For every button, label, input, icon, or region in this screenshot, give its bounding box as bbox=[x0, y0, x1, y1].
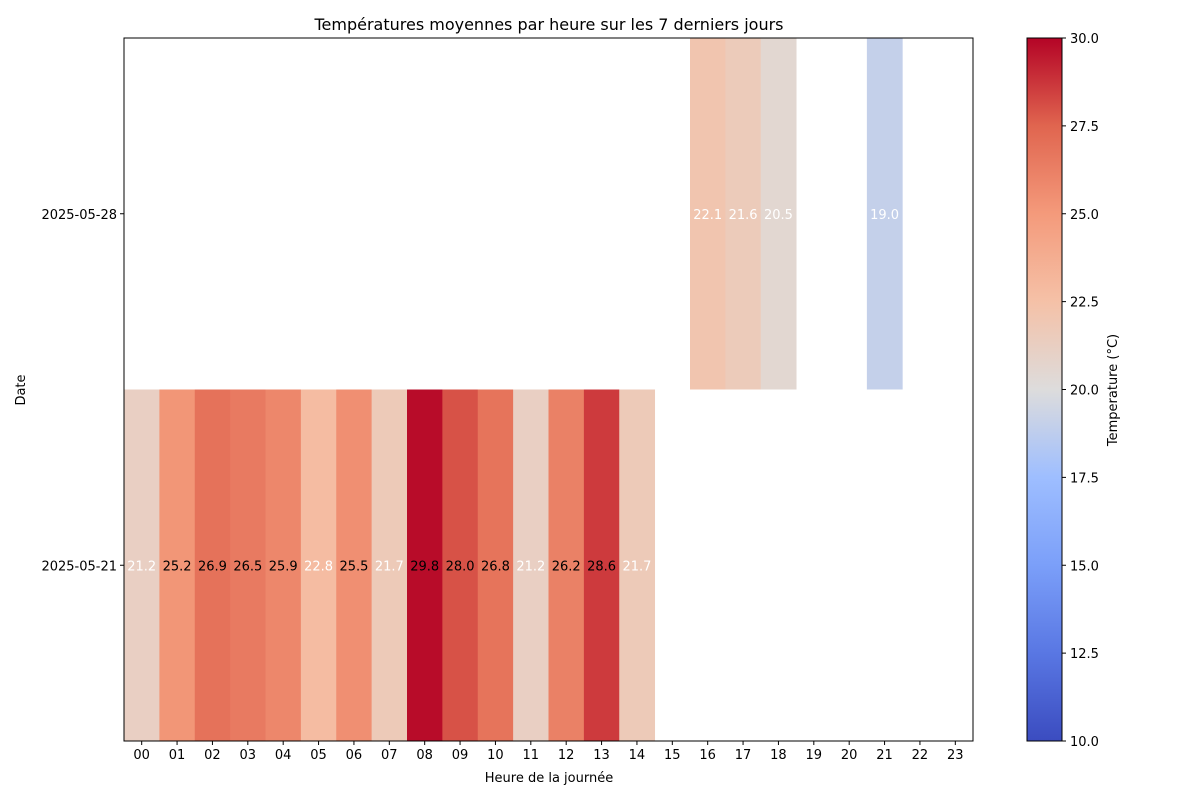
cell-value-label: 25.5 bbox=[339, 559, 368, 574]
cell-value-label: 21.2 bbox=[127, 559, 156, 574]
x-tick-label: 01 bbox=[169, 748, 186, 763]
cell-value-label: 25.9 bbox=[269, 559, 298, 574]
x-tick-label: 11 bbox=[523, 748, 540, 763]
heatmap-cell bbox=[300, 389, 337, 741]
heatmap-cell bbox=[442, 389, 479, 741]
cell-value-label: 26.2 bbox=[552, 559, 581, 574]
heatmap-cell bbox=[159, 389, 196, 741]
heatmap-cell bbox=[124, 389, 160, 741]
cell-value-label: 22.1 bbox=[693, 208, 722, 223]
plot-frame bbox=[123, 37, 974, 742]
x-tick-label: 17 bbox=[735, 748, 752, 763]
heatmap-cell bbox=[265, 389, 302, 741]
x-tick-label: 23 bbox=[947, 748, 964, 763]
heatmap-cells bbox=[124, 38, 903, 741]
colorbar-tick-label: 20.0 bbox=[1070, 384, 1099, 399]
x-tick-label: 18 bbox=[770, 748, 787, 763]
y-tick-label: 2025-05-21 bbox=[41, 559, 117, 574]
cell-value-label: 28.6 bbox=[587, 559, 616, 574]
x-axis-ticks: 00 01 02 03 04 05 06 07 08 09 10 11 12 13 14 15 16 17 18 19… bbox=[133, 741, 964, 763]
x-tick-label: 19 bbox=[806, 748, 823, 763]
cell-value-label: 21.7 bbox=[622, 559, 651, 574]
cell-value-label: 26.9 bbox=[198, 559, 227, 574]
x-tick-label: 02 bbox=[204, 748, 221, 763]
cell-value-label: 20.5 bbox=[764, 208, 793, 223]
cell-value-label: 26.8 bbox=[481, 559, 510, 574]
cell-value-label: 21.6 bbox=[729, 208, 758, 223]
x-tick-label: 08 bbox=[416, 748, 433, 763]
colorbar-ticks: 10.0 12.5 15.0 17.5 20.0 22.5 25.0 27.5 30.0 bbox=[1062, 32, 1099, 750]
cell-value-label: 21.2 bbox=[516, 559, 545, 574]
heatmap-cell bbox=[619, 389, 656, 741]
colorbar-tick-label: 10.0 bbox=[1070, 735, 1099, 750]
x-tick-label: 04 bbox=[275, 748, 292, 763]
cell-value-label: 22.8 bbox=[304, 559, 333, 574]
colorbar-tick-label: 30.0 bbox=[1070, 32, 1099, 47]
x-tick-label: 15 bbox=[664, 748, 681, 763]
x-tick-label: 21 bbox=[876, 748, 893, 763]
colorbar-tick-label: 25.0 bbox=[1070, 208, 1099, 223]
colorbar-label: Temperature (°C) bbox=[1106, 334, 1121, 447]
x-tick-label: 20 bbox=[841, 748, 858, 763]
colorbar-tick-label: 22.5 bbox=[1070, 296, 1099, 311]
heatmap-cell bbox=[371, 389, 408, 741]
colorbar-tick-label: 27.5 bbox=[1070, 120, 1099, 135]
x-tick-label: 13 bbox=[593, 748, 610, 763]
x-tick-label: 05 bbox=[310, 748, 327, 763]
x-tick-label: 16 bbox=[699, 748, 716, 763]
x-tick-label: 22 bbox=[912, 748, 929, 763]
cell-value-label: 25.2 bbox=[163, 559, 192, 574]
colorbar-tick-label: 17.5 bbox=[1070, 471, 1099, 486]
x-tick-label: 14 bbox=[629, 748, 646, 763]
x-tick-label: 07 bbox=[381, 748, 398, 763]
heatmap-cell bbox=[407, 389, 443, 741]
x-tick-label: 09 bbox=[452, 748, 469, 763]
x-axis-label: Heure de la journée bbox=[485, 771, 613, 786]
colorbar-tick-label: 15.0 bbox=[1070, 559, 1099, 574]
heatmap-cell bbox=[760, 38, 797, 390]
heatmap-cell bbox=[548, 389, 585, 741]
heatmap-cell bbox=[194, 389, 231, 741]
heatmap-cell bbox=[477, 389, 514, 741]
x-tick-label: 06 bbox=[346, 748, 363, 763]
heatmap-cell bbox=[583, 389, 620, 741]
heatmap-cell bbox=[725, 38, 762, 390]
y-axis-label: Date bbox=[14, 374, 29, 405]
y-axis-ticks: 2025-05-28 2025-05-21 bbox=[41, 208, 124, 574]
heatmap-cell bbox=[866, 38, 903, 390]
chart-title: Températures moyennes par heure sur les … bbox=[313, 15, 783, 34]
x-tick-label: 12 bbox=[558, 748, 575, 763]
colorbar-tick-label: 12.5 bbox=[1070, 647, 1099, 662]
cell-value-label: 19.0 bbox=[870, 208, 899, 223]
heatmap-cell bbox=[336, 389, 373, 741]
cell-value-labels: 22.1 21.6 20.5 19.0 21.2 25.2 26.9 26.5 25.9 22.8… bbox=[127, 208, 899, 575]
cell-value-label: 21.7 bbox=[375, 559, 404, 574]
cell-value-label: 28.0 bbox=[446, 559, 475, 574]
heatmap-cell bbox=[690, 38, 726, 390]
heatmap-cell bbox=[230, 389, 266, 741]
cell-value-label: 26.5 bbox=[233, 559, 262, 574]
x-tick-label: 00 bbox=[133, 748, 150, 763]
x-tick-label: 10 bbox=[487, 748, 504, 763]
colorbar bbox=[1026, 37, 1063, 742]
y-tick-label: 2025-05-28 bbox=[41, 208, 117, 223]
cell-value-label: 29.8 bbox=[410, 559, 439, 574]
x-tick-label: 03 bbox=[240, 748, 257, 763]
heatmap-cell bbox=[513, 389, 549, 741]
